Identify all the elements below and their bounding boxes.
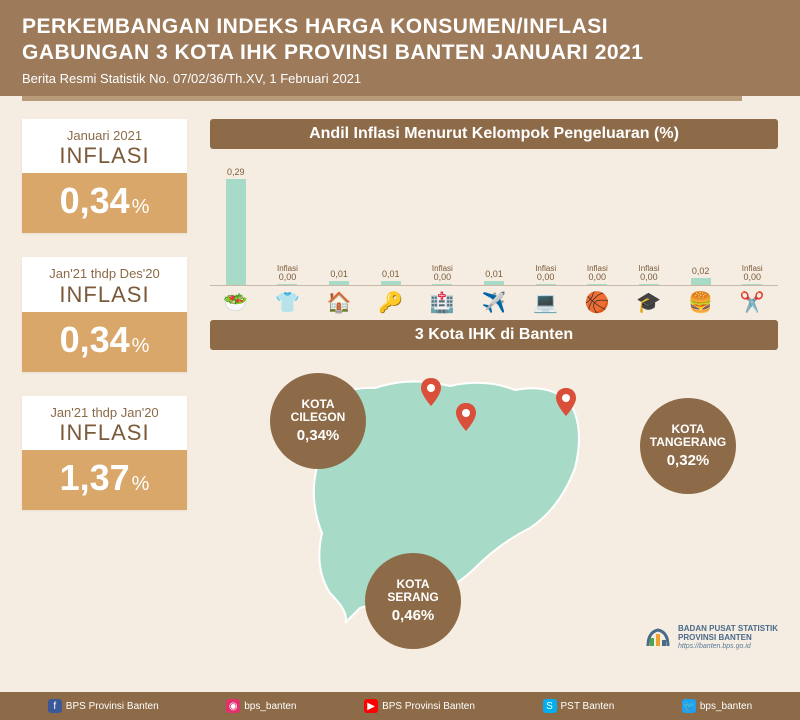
card-word: INFLASI (30, 282, 179, 308)
page-title: PERKEMBANGAN INDEKS HARGA KONSUMEN/INFLA… (22, 14, 778, 67)
social-icon: ▶ (364, 699, 378, 713)
map-pin-icon (555, 388, 577, 418)
city-badge: KOTATANGERANG0,32% (640, 398, 736, 494)
card-value: 0,34% (22, 312, 187, 372)
bar-column: 0,02 (675, 258, 727, 285)
social-item[interactable]: f BPS Provinsi Banten (48, 699, 159, 713)
social-label: bps_banten (244, 701, 296, 712)
bar-value-label: Inflasi0,00 (587, 264, 608, 282)
header-divider (22, 96, 742, 101)
footer-social: f BPS Provinsi Banten ◉ bps_banten ▶ BPS Prov… (0, 692, 800, 720)
map-pin-icon (455, 403, 477, 433)
bar-value-label: Inflasi0,00 (742, 264, 763, 282)
category-icon: ✂️ (740, 290, 765, 315)
category-icon: 🎓 (636, 290, 661, 315)
title-line1: PERKEMBANGAN INDEKS HARGA KONSUMEN/INFLA… (22, 15, 608, 38)
bar-column: Inflasi0,00 (623, 264, 675, 285)
category-icon: 🏠 (327, 290, 352, 315)
bps-logo-icon (644, 624, 672, 652)
bar-column: Inflasi0,00 (417, 264, 469, 285)
bar-value-label: Inflasi0,00 (432, 264, 453, 282)
bps-text: BADAN PUSAT STATISTIK PROVINSI BANTEN ht… (678, 625, 778, 650)
city-name: KOTACILEGON (291, 398, 346, 426)
card-label: Januari 2021 (30, 129, 179, 143)
bar-value-label: Inflasi0,00 (277, 264, 298, 282)
bps-attribution: BADAN PUSAT STATISTIK PROVINSI BANTEN ht… (644, 624, 778, 652)
social-icon: 🐦 (682, 699, 696, 713)
header: PERKEMBANGAN INDEKS HARGA KONSUMEN/INFLA… (0, 0, 800, 96)
chart-title: Andil Inflasi Menurut Kelompok Pengeluar… (210, 119, 778, 149)
category-icon: 👕 (275, 290, 300, 315)
bar-container: 0,29 Inflasi0,00 0,01 0,01 Inflasi0,00 0,01 In… (210, 157, 778, 285)
stat-card: Januari 2021INFLASI 0,34% (22, 119, 187, 233)
social-item[interactable]: ◉ bps_banten (226, 699, 296, 713)
city-name: KOTATANGERANG (650, 423, 726, 451)
card-word: INFLASI (30, 143, 179, 169)
category-icon: 🍔 (688, 290, 713, 315)
card-value: 0,34% (22, 173, 187, 233)
category-icon: 🔑 (378, 290, 403, 315)
bar-column: 0,01 (468, 261, 520, 285)
social-item[interactable]: ▶ BPS Provinsi Banten (364, 699, 475, 713)
bps-url: https://banten.bps.go.id (678, 643, 778, 651)
category-icon: 🥗 (223, 290, 248, 315)
card-value: 1,37% (22, 450, 187, 510)
bar-value-label: 0,01 (485, 261, 503, 279)
category-icon: ✈️ (481, 290, 506, 315)
chart-baseline (210, 285, 778, 286)
content-area: Januari 2021INFLASI0,34%Jan'21 thdp Des'… (0, 105, 800, 692)
bar-column: 0,01 (365, 261, 417, 285)
bps-org2: PROVINSI BANTEN (678, 634, 778, 643)
bar-value-label: 0,01 (382, 261, 400, 279)
bar-value-label: Inflasi0,00 (638, 264, 659, 282)
category-icon: 🏥 (430, 290, 455, 315)
bar-column: Inflasi0,00 (726, 264, 778, 285)
chart-area: 0,29 Inflasi0,00 0,01 0,01 Inflasi0,00 0,01 In… (210, 157, 778, 317)
bar-column: Inflasi0,00 (520, 264, 572, 285)
bar-column: 0,01 (313, 261, 365, 285)
bar-column: Inflasi0,00 (262, 264, 314, 285)
chart-panel: Andil Inflasi Menurut Kelompok Pengeluar… (210, 119, 778, 317)
city-value: 0,34% (297, 427, 340, 444)
chart-icons: 🥗 👕 🏠 🔑 🏥 ✈️ 💻 🏀 🎓 🍔 ✂️ (210, 287, 778, 317)
card-label: Jan'21 thdp Jan'20 (30, 406, 179, 420)
social-label: BPS Provinsi Banten (382, 701, 475, 712)
stat-cards: Januari 2021INFLASI0,34%Jan'21 thdp Des'… (22, 119, 187, 534)
social-label: BPS Provinsi Banten (66, 701, 159, 712)
social-icon: ◉ (226, 699, 240, 713)
map-pin-icon (420, 378, 442, 408)
category-icon: 💻 (533, 290, 558, 315)
bar-value-label: 0,29 (227, 159, 245, 177)
card-label: Jan'21 thdp Des'20 (30, 267, 179, 281)
bar-rect (691, 278, 711, 285)
map-area: KOTACILEGON0,34% KOTATANGERANG0,32% KOTASE… (210, 358, 778, 648)
card-word: INFLASI (30, 420, 179, 446)
bar-rect (226, 179, 246, 285)
bar-value-label: 0,01 (330, 261, 348, 279)
bar-column: Inflasi0,00 (571, 264, 623, 285)
social-item[interactable]: 🐦 bps_banten (682, 699, 752, 713)
bar-column: 0,29 (210, 159, 262, 285)
stat-card: Jan'21 thdp Des'20INFLASI 0,34% (22, 257, 187, 371)
bar-value-label: Inflasi0,00 (535, 264, 556, 282)
city-value: 0,46% (392, 607, 435, 624)
city-badge: KOTACILEGON0,34% (270, 373, 366, 469)
header-subtitle: Berita Resmi Statistik No. 07/02/36/Th.X… (22, 71, 778, 86)
title-line2: GABUNGAN 3 KOTA IHK PROVINSI BANTEN JANU… (22, 41, 643, 64)
social-item[interactable]: S PST Banten (543, 699, 615, 713)
bar-value-label: 0,02 (692, 258, 710, 276)
city-badge: KOTASERANG0,46% (365, 553, 461, 649)
social-icon: f (48, 699, 62, 713)
category-icon: 🏀 (585, 290, 610, 315)
map-title: 3 Kota IHK di Banten (210, 320, 778, 350)
social-icon: S (543, 699, 557, 713)
city-name: KOTASERANG (387, 578, 438, 606)
city-value: 0,32% (667, 452, 710, 469)
social-label: PST Banten (561, 701, 615, 712)
social-label: bps_banten (700, 701, 752, 712)
stat-card: Jan'21 thdp Jan'20INFLASI 1,37% (22, 396, 187, 510)
